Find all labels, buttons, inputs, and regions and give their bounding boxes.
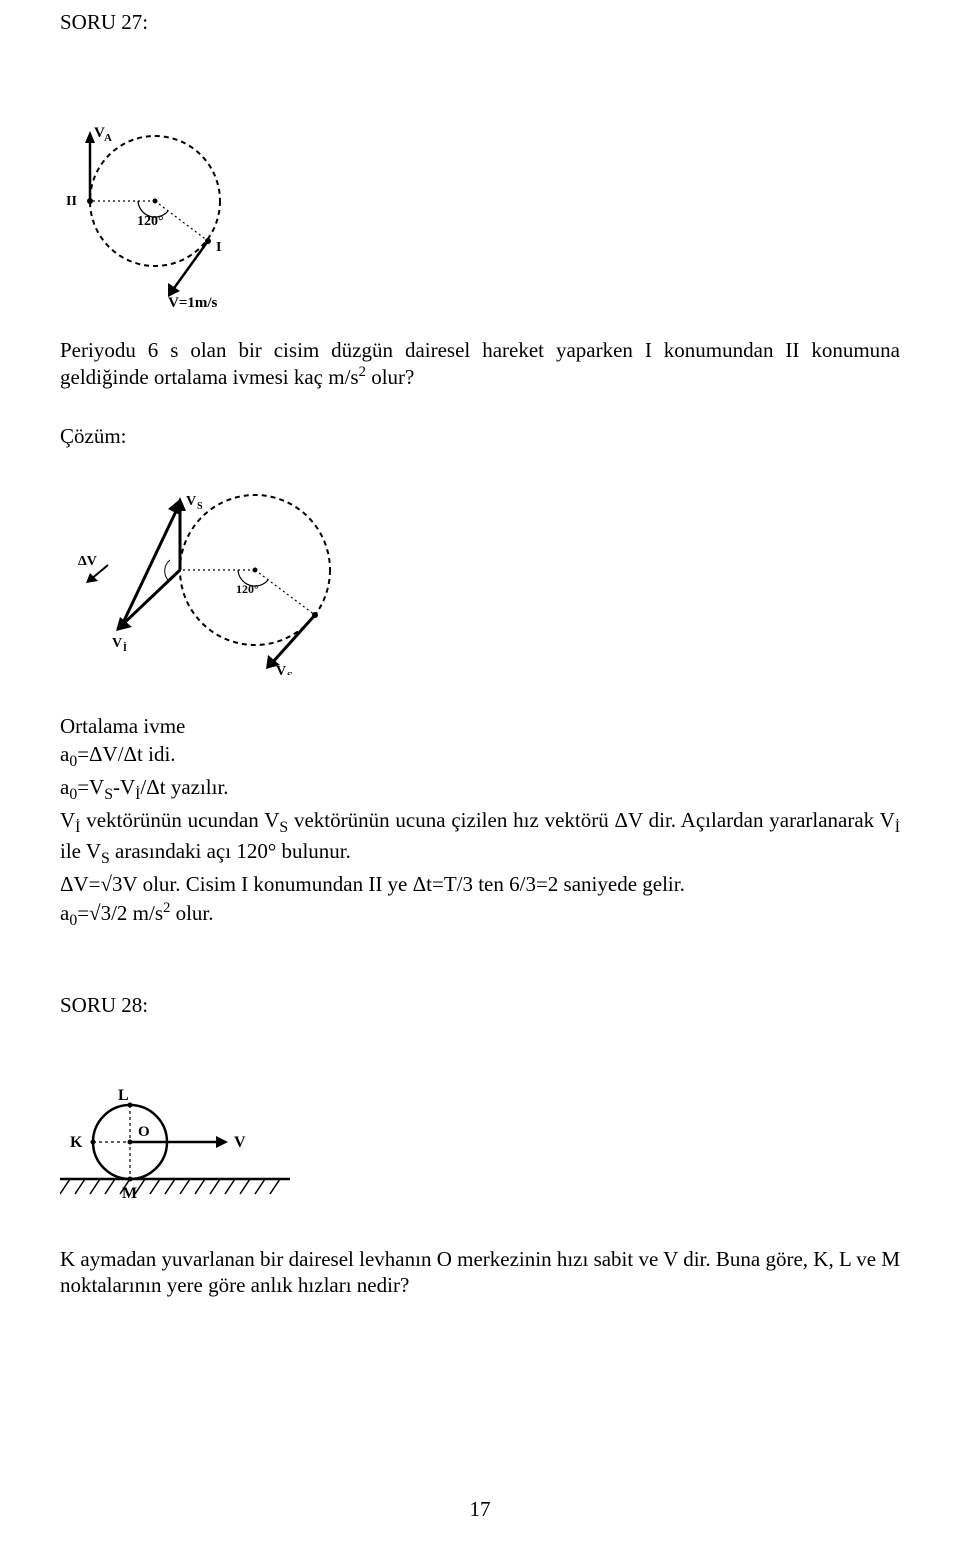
q27-sol-d-subS: S	[279, 819, 288, 836]
svg-text:V: V	[234, 1134, 246, 1151]
q27-sol-d-subI2: İ	[895, 819, 900, 836]
q27-sol-d-pre: V	[60, 808, 75, 832]
svg-text:120°: 120°	[137, 214, 164, 229]
svg-text:120°: 120°	[236, 582, 259, 596]
q27-sol-f-pre: a	[60, 901, 69, 925]
question-28-heading: SORU 28:	[60, 993, 900, 1018]
svg-text:V=1m/s: V=1m/s	[168, 295, 218, 311]
q27-sol-f-mid: =√3/2 m/s	[77, 901, 163, 925]
svg-text:S: S	[197, 501, 203, 512]
q27-problem-exp: 2	[359, 364, 366, 380]
q27-sol-c-pre: a	[60, 775, 69, 799]
q27-solution-label: Çözüm:	[60, 423, 900, 449]
q27-figure-1: V A II 120° I V=1m/s	[60, 101, 900, 311]
q28-figure-svg: L K O V M	[60, 1084, 290, 1204]
svg-text:S: S	[287, 671, 293, 675]
page-number: 17	[0, 1497, 960, 1522]
q27-sol-b-mid: =ΔV/Δt idi.	[77, 742, 175, 766]
q27-figure-2: 120° V S V İ ΔV V S	[60, 475, 900, 675]
q27-sol-d-mid: vektörünün ucundan V	[80, 808, 279, 832]
q27-problem-tail: olur?	[366, 365, 414, 389]
svg-text:II: II	[66, 194, 77, 209]
svg-text:V: V	[186, 494, 196, 509]
question-27-heading: SORU 27:	[60, 10, 900, 35]
q28-problem-text: K aymadan yuvarlanan bir dairesel levhan…	[60, 1246, 900, 1299]
svg-text:K: K	[70, 1134, 83, 1151]
svg-text:ΔV: ΔV	[78, 554, 97, 569]
q27-sol-c-subS: S	[104, 786, 113, 803]
q28-figure: L K O V M	[60, 1084, 900, 1204]
q27-sol-c-mid: =V	[77, 775, 104, 799]
svg-text:V: V	[112, 636, 122, 651]
q27-sol-line-a: Ortalama ivme	[60, 713, 900, 739]
q27-sol-f-tail: olur.	[170, 901, 213, 925]
q27-sol-d-subS2: S	[101, 850, 110, 867]
q27-sol-b-pre: a	[60, 742, 69, 766]
q27-sol-line-b: a0=ΔV/Δt idi.	[60, 741, 900, 772]
q27-figure-2-svg: 120° V S V İ ΔV V S	[60, 475, 360, 675]
q27-sol-c-mid2: -V	[113, 775, 135, 799]
svg-text:I: I	[216, 240, 221, 255]
q27-sol-c-tail: /Δt yazılır.	[140, 775, 228, 799]
q27-sol-line-f: a0=√3/2 m/s2 olur.	[60, 899, 900, 931]
q27-sol-line-e: ΔV=√3V olur. Cisim I konumundan II ye Δt…	[60, 871, 900, 897]
svg-text:A: A	[104, 132, 112, 144]
q27-sol-line-c: a0=VS-Vİ/Δt yazılır.	[60, 774, 900, 805]
q27-sol-line-d: Vİ vektörünün ucundan VS vektörünün ucun…	[60, 807, 900, 869]
svg-text:L: L	[118, 1087, 129, 1104]
q27-figure-1-svg: V A II 120° I V=1m/s	[60, 101, 250, 311]
q27-sol-d-tail: vektörünün ucuna çizilen hız vektörü ΔV …	[288, 808, 895, 832]
q27-problem-part1: Periyodu 6 s olan bir cisim düzgün daire…	[60, 338, 900, 389]
svg-text:M: M	[122, 1185, 137, 1202]
svg-text:O: O	[138, 1124, 150, 1140]
q27-sol-d-tail2: arasındaki açı 120° bulunur.	[110, 839, 351, 863]
q27-problem-text: Periyodu 6 s olan bir cisim düzgün daire…	[60, 337, 900, 391]
svg-text:V: V	[276, 664, 286, 675]
svg-text:İ: İ	[123, 642, 127, 654]
q27-sol-d-mid2: ile V	[60, 839, 101, 863]
